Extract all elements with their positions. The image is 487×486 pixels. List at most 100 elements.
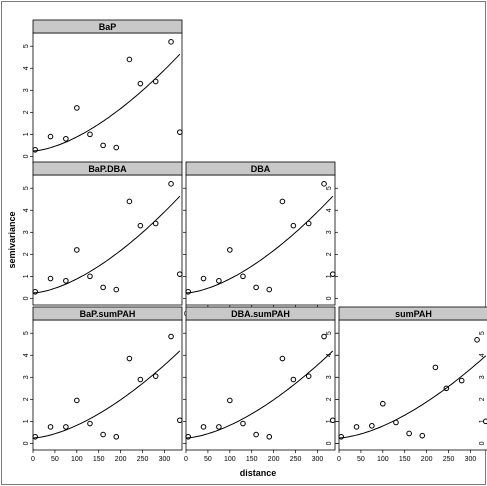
- data-point: [74, 247, 80, 253]
- x-tick-label: 300: [159, 456, 171, 463]
- data-point: [200, 275, 207, 282]
- panels-group: BaP012345BaP.DBA012345DBA012345050100150…: [23, 19, 487, 463]
- data-point: [87, 273, 93, 280]
- y-tick-label: 5: [23, 186, 30, 190]
- data-point: [279, 198, 286, 205]
- model-curve: [32, 195, 181, 294]
- data-point: [152, 373, 159, 379]
- data-point: [113, 433, 120, 440]
- y-tick-label: 4: [23, 66, 30, 70]
- panel-bap: BaP 0 1 2 3 4 5: [23, 19, 183, 164]
- y-tick-label: 4: [23, 208, 30, 212]
- data-point: [168, 181, 174, 187]
- x-tick-label: 250: [443, 456, 455, 463]
- y-tick-label: 1: [23, 274, 30, 278]
- x-tick-label: 0: [184, 456, 188, 463]
- data-point: [177, 129, 183, 135]
- data-point: [305, 373, 312, 379]
- y-tick-label-right: 3: [479, 375, 486, 379]
- x-tick-label: 50: [204, 456, 212, 463]
- data-point: [240, 273, 246, 280]
- x-tick-label: 50: [357, 456, 365, 463]
- data-point: [321, 181, 327, 187]
- data-point: [321, 333, 327, 340]
- x-tick-label: 300: [465, 456, 477, 463]
- y-axis-title: semivariance: [7, 211, 17, 268]
- data-point: [185, 433, 191, 440]
- y-tick-label: 2: [23, 110, 30, 114]
- x-tick-label: 200: [115, 456, 127, 463]
- x-tick-label: 250: [137, 456, 149, 463]
- x-tick-label: 150: [93, 456, 105, 463]
- data-point: [253, 431, 259, 438]
- panel-title: BaP.sumPAH: [80, 309, 136, 319]
- panel-title: sumPAH: [395, 309, 432, 319]
- data-point: [353, 424, 360, 430]
- data-point: [216, 277, 222, 284]
- x-tick-label: 0: [337, 456, 341, 463]
- data-point: [393, 419, 399, 426]
- data-point: [305, 220, 312, 227]
- y-tick-label-right: 5: [479, 331, 486, 335]
- y-tick-label-right: 4: [326, 208, 333, 212]
- y-tick-label-right: 2: [326, 252, 333, 256]
- y-tick-label-right: 3: [326, 230, 333, 234]
- data-point: [200, 424, 207, 430]
- data-point: [458, 377, 465, 384]
- data-point: [432, 364, 439, 371]
- data-point: [152, 78, 159, 85]
- x-tick-label: 100: [224, 456, 236, 463]
- data-point: [152, 220, 159, 227]
- y-tick-label-right: 5: [326, 331, 333, 335]
- y-tick-label-right: 0: [326, 441, 333, 445]
- data-point: [330, 271, 336, 277]
- data-point: [47, 133, 54, 140]
- model-curve: [338, 355, 487, 439]
- plot-area: [185, 319, 336, 451]
- data-point: [32, 288, 38, 295]
- data-point: [227, 397, 233, 404]
- data-point: [100, 284, 106, 291]
- panel-title: DBA.sumPAH: [231, 309, 290, 319]
- panel-strip: [32, 19, 183, 34]
- panel-strip: [338, 306, 487, 321]
- data-point: [177, 271, 183, 277]
- y-tick-label-right: 3: [326, 375, 333, 379]
- x-tick-label: 50: [51, 456, 59, 463]
- plot-area: [32, 319, 183, 451]
- plot-area: [32, 32, 183, 164]
- x-tick-label: 150: [399, 456, 411, 463]
- data-point: [47, 424, 54, 430]
- y-tick-label: 4: [23, 353, 30, 357]
- data-point: [137, 80, 144, 87]
- data-point: [63, 277, 69, 284]
- x-tick-label: 200: [268, 456, 280, 463]
- y-tick-label-right: 1: [326, 274, 333, 278]
- panel-title: BaP: [99, 22, 117, 32]
- data-point: [177, 417, 183, 424]
- data-point: [87, 420, 93, 427]
- data-point: [483, 418, 487, 425]
- data-point: [253, 284, 259, 291]
- model-curve: [32, 350, 181, 439]
- data-point: [137, 376, 144, 383]
- model-curve: [185, 195, 334, 294]
- y-tick-label-right: 2: [326, 397, 333, 401]
- panel-strip: [32, 306, 183, 321]
- data-point: [330, 417, 336, 424]
- y-tick-label: 5: [23, 44, 30, 48]
- data-point: [113, 286, 120, 293]
- data-point: [474, 337, 480, 343]
- data-point: [240, 420, 246, 427]
- y-tick-label: 3: [23, 88, 30, 92]
- data-point: [185, 288, 191, 295]
- y-tick-label-right: 0: [479, 441, 486, 445]
- y-tick-label: 0: [23, 154, 30, 158]
- data-point: [63, 135, 69, 142]
- x-tick-label: 200: [421, 456, 433, 463]
- x-tick-label: 300: [312, 456, 324, 463]
- data-point: [290, 376, 297, 383]
- data-point: [74, 105, 80, 111]
- y-tick-label: 0: [23, 441, 30, 445]
